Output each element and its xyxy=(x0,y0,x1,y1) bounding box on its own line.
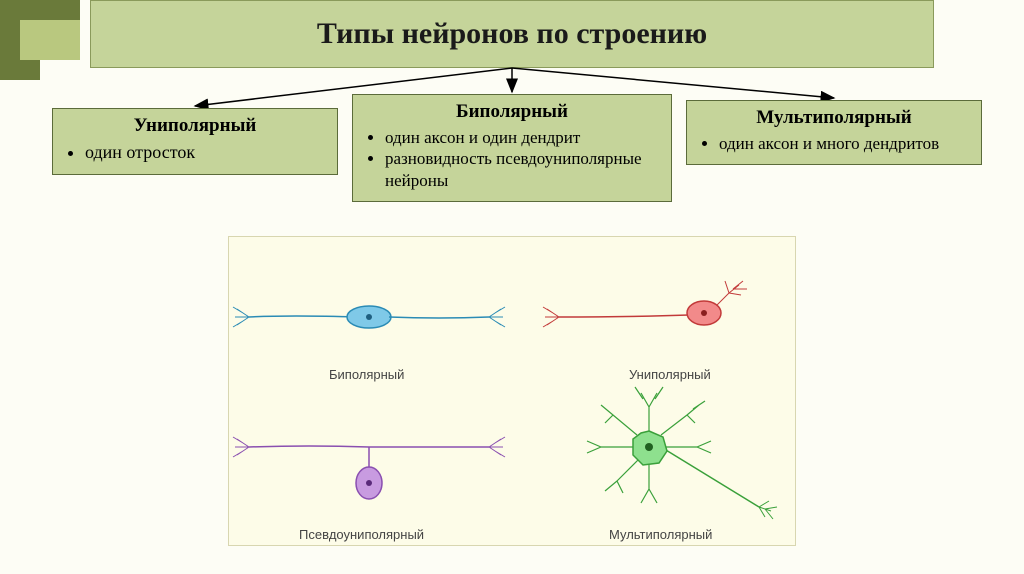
list-item: один аксон и один дендрит xyxy=(385,127,661,148)
box-unipolar: Униполярный один отросток xyxy=(52,108,338,175)
multipolar-neuron xyxy=(587,387,777,519)
label-unipolar: Униполярный xyxy=(629,367,711,382)
neuron-diagram: Биполярный Униполярный Псевдоуниполярный… xyxy=(228,236,796,546)
slide-title: Типы нейронов по строению xyxy=(317,17,707,51)
box-multipolar-title: Мультиполярный xyxy=(697,107,971,129)
bipolar-neuron xyxy=(233,306,505,328)
corner-accent xyxy=(0,0,80,80)
label-multipolar: Мультиполярный xyxy=(609,527,712,542)
box-multipolar-list: один аксон и много дендритов xyxy=(697,133,971,154)
box-bipolar-title: Биполярный xyxy=(363,101,661,123)
box-multipolar: Мультиполярный один аксон и много дендри… xyxy=(686,100,982,165)
pseudounipolar-neuron xyxy=(233,437,505,499)
box-unipolar-list: один отросток xyxy=(63,141,327,164)
list-item: один аксон и много дендритов xyxy=(719,133,971,154)
unipolar-neuron xyxy=(543,281,747,327)
list-item: один отросток xyxy=(85,141,327,164)
neuron-illustrations xyxy=(229,237,797,547)
title-box: Типы нейронов по строению xyxy=(90,0,934,68)
label-bipolar: Биполярный xyxy=(329,367,404,382)
box-bipolar-list: один аксон и один дендрит разновидность … xyxy=(363,127,661,191)
list-item: разновидность псевдоуниполярные нейроны xyxy=(385,148,661,191)
box-unipolar-title: Униполярный xyxy=(63,115,327,137)
label-pseudounipolar: Псевдоуниполярный xyxy=(299,527,424,542)
box-bipolar: Биполярный один аксон и один дендрит раз… xyxy=(352,94,672,202)
